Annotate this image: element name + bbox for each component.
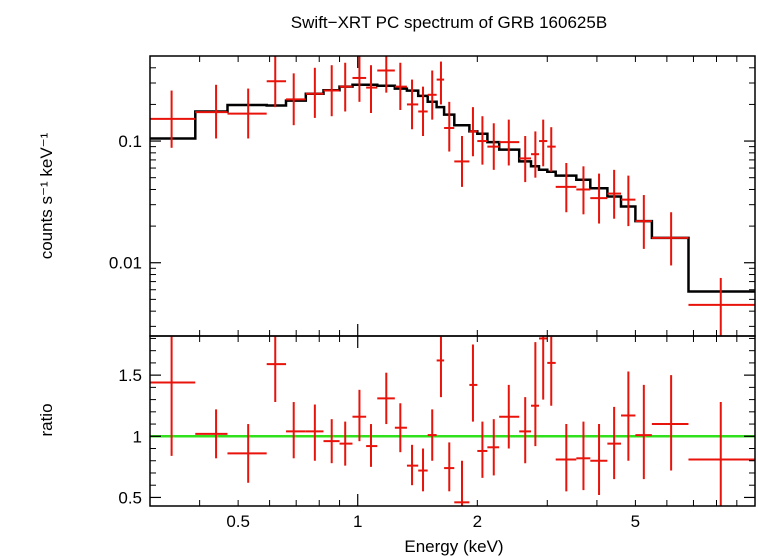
- spectrum-data-point: [487, 123, 500, 170]
- chart-title: Swift−XRT PC spectrum of GRB 160625B: [291, 13, 607, 32]
- spectrum-data-point: [323, 65, 340, 117]
- spectrum-data-point: [454, 136, 470, 187]
- spectrum-frame: [149, 55, 756, 337]
- ratio-data-point: [590, 424, 608, 495]
- ratio-data-point: [227, 424, 267, 483]
- spectrum-data-point: [519, 136, 532, 183]
- ratio-data-point: [547, 336, 556, 406]
- ratio-frame: [149, 335, 756, 507]
- ratio-data-point: [436, 336, 445, 398]
- spectrum-data-point: [418, 86, 428, 137]
- x-tick-label: 5: [631, 512, 640, 531]
- x-axis-label: Energy (keV): [404, 537, 503, 556]
- ratio-y-tick-label: 1.5: [118, 366, 142, 385]
- ratio-data-point: [418, 448, 428, 492]
- spectrum-data-point: [366, 65, 378, 114]
- ratio-data-point: [444, 442, 455, 492]
- ratio-data-point: [499, 384, 520, 449]
- ratio-data-point: [150, 336, 196, 456]
- spectrum-y-tick-label: 0.1: [118, 132, 142, 151]
- ratio-data-point: [377, 372, 395, 425]
- spectrum-data-point: [576, 166, 591, 215]
- spectrum-data-point: [352, 56, 367, 102]
- spectrum-data-point: [539, 119, 548, 167]
- spectrum-data-point: [339, 62, 353, 112]
- ratio-y-tick-label: 1: [133, 427, 142, 446]
- spectrum-data-point: [555, 163, 577, 213]
- spectrum-data-point: [499, 119, 520, 166]
- ratio-data-point: [406, 444, 419, 486]
- spectrum-data-point: [607, 169, 622, 219]
- spectrum-data-point: [406, 79, 419, 130]
- ratio-data-point: [576, 421, 591, 491]
- spectrum-data-point: [394, 62, 407, 110]
- spectrum-y-tick-label: 0.01: [109, 254, 142, 273]
- plot-layer: 0.1 0.01 0.5 1 1.5 0.5 1 2 5: [109, 55, 756, 531]
- ratio-data-point: [621, 371, 636, 461]
- spectrum-data-point: [444, 101, 455, 152]
- spectrum-data-point: [436, 61, 445, 105]
- model-step-line: [150, 83, 755, 293]
- spectrum-data-point: [590, 173, 608, 224]
- ratio-data-point: [339, 421, 353, 466]
- ratio-data-point: [539, 336, 548, 400]
- ratio-data-point: [519, 397, 532, 464]
- spectrum-data-point: [227, 88, 267, 139]
- spectrum-data-point: [621, 175, 636, 227]
- ratio-data-point: [195, 409, 228, 459]
- spectrum-data-point: [477, 116, 488, 165]
- spectrum-data-point: [195, 84, 228, 139]
- spectrum-data-point: [266, 56, 287, 108]
- spectrum-data-point: [150, 90, 196, 148]
- ratio-data-point: [286, 402, 306, 459]
- ratio-data-point: [635, 384, 652, 480]
- ratio-data-point: [651, 375, 689, 471]
- ratio-data-point: [427, 409, 437, 461]
- spectrum-data-point: [688, 277, 755, 336]
- spectrum-data-point: [547, 127, 556, 172]
- x-tick-label: 1: [353, 512, 362, 531]
- ratio-plot-area: [150, 336, 755, 506]
- spectrum-data-point: [377, 56, 395, 93]
- ratio-data-point: [688, 402, 755, 506]
- ratio-y-axis-label: ratio: [37, 403, 56, 436]
- spectrum-data-point: [635, 195, 652, 249]
- ratio-data-point: [323, 419, 340, 464]
- ratio-data-point: [487, 419, 500, 476]
- ratio-data-point: [477, 421, 488, 478]
- spectrum-data-point: [469, 107, 478, 157]
- spectrum-data-point: [305, 67, 324, 118]
- ratio-data-point: [305, 404, 324, 461]
- ratio-data-point: [352, 389, 367, 442]
- spectrum-data-point: [651, 212, 689, 266]
- ratio-data-point: [607, 406, 622, 480]
- spectrum-data-point: [427, 70, 437, 120]
- spectrum-data-point: [531, 131, 540, 178]
- ratio-data-point: [394, 403, 407, 453]
- spectrum-data-point: [286, 73, 306, 126]
- ratio-data-point: [366, 424, 378, 467]
- x-tick-label: 2: [473, 512, 482, 531]
- ratio-data-point: [531, 342, 540, 447]
- x-tick-label: 0.5: [226, 512, 250, 531]
- spectrum-y-axis-label: counts s⁻¹ keV⁻¹: [37, 132, 56, 259]
- ratio-data-point: [555, 424, 577, 492]
- ratio-data-point: [266, 336, 287, 403]
- ratio-y-tick-label: 0.5: [118, 488, 142, 507]
- ratio-data-point: [454, 460, 470, 506]
- ratio-data-point: [469, 344, 478, 422]
- spectrum-plot-area: [150, 56, 755, 336]
